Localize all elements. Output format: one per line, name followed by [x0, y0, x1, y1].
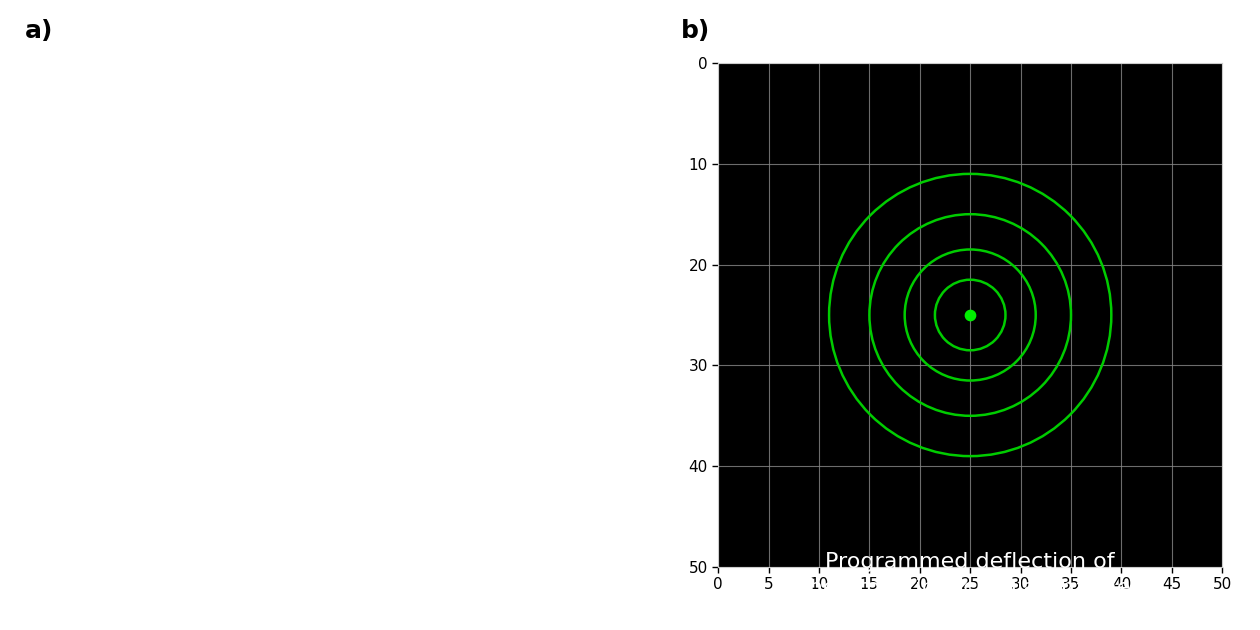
Circle shape [301, 256, 319, 275]
Circle shape [423, 284, 441, 303]
Circle shape [352, 241, 357, 246]
Circle shape [360, 333, 370, 343]
Circle shape [403, 398, 438, 433]
Circle shape [449, 371, 460, 382]
Point [960, 310, 980, 320]
Circle shape [438, 362, 469, 392]
Circle shape [278, 234, 286, 242]
Circle shape [282, 371, 315, 404]
Circle shape [247, 341, 262, 357]
Circle shape [323, 412, 341, 430]
Circle shape [445, 367, 464, 386]
Circle shape [266, 300, 276, 310]
Circle shape [475, 430, 478, 434]
Circle shape [367, 433, 387, 453]
Circle shape [312, 294, 347, 327]
Circle shape [345, 472, 353, 481]
Circle shape [236, 414, 239, 417]
Circle shape [234, 411, 242, 420]
Circle shape [292, 382, 305, 394]
Text: b): b) [680, 19, 709, 43]
Circle shape [301, 282, 357, 338]
Text: [211]: [211] [567, 72, 615, 90]
Circle shape [281, 236, 284, 240]
Circle shape [388, 238, 421, 272]
Text: Programmed deflection of
the probe in a circular manner: Programmed deflection of the probe in a … [800, 552, 1140, 598]
Circle shape [370, 437, 383, 449]
Circle shape [410, 404, 432, 427]
Circle shape [296, 385, 301, 391]
Circle shape [392, 357, 411, 375]
Circle shape [263, 296, 280, 313]
Circle shape [447, 236, 450, 240]
Circle shape [387, 351, 416, 381]
Circle shape [417, 278, 447, 309]
Circle shape [426, 288, 437, 299]
Circle shape [418, 413, 423, 418]
Circle shape [335, 307, 396, 369]
Circle shape [430, 291, 435, 296]
Circle shape [374, 440, 379, 446]
Circle shape [336, 226, 372, 261]
Text: a): a) [25, 19, 54, 43]
Circle shape [381, 198, 384, 201]
Text: 20 1/nm: 20 1/nm [139, 507, 227, 527]
Circle shape [252, 347, 257, 351]
Circle shape [307, 263, 312, 268]
Circle shape [445, 234, 452, 242]
Circle shape [232, 409, 244, 422]
Circle shape [343, 470, 355, 483]
Circle shape [268, 302, 273, 307]
Circle shape [394, 245, 415, 265]
Circle shape [289, 378, 309, 398]
Circle shape [276, 231, 289, 245]
Circle shape [318, 406, 348, 437]
Circle shape [348, 238, 360, 250]
Circle shape [295, 251, 325, 281]
Circle shape [325, 306, 334, 314]
Circle shape [330, 419, 335, 423]
Circle shape [377, 341, 426, 391]
Circle shape [472, 428, 480, 436]
Circle shape [305, 260, 315, 272]
Circle shape [375, 193, 388, 206]
Text: (Ħ13Ħ1): (Ħ13Ħ1) [297, 336, 378, 355]
Circle shape [319, 301, 339, 320]
Circle shape [257, 291, 285, 319]
Circle shape [360, 427, 393, 460]
Circle shape [344, 233, 365, 255]
Circle shape [397, 362, 406, 370]
Circle shape [470, 425, 483, 439]
Circle shape [354, 327, 377, 349]
Circle shape [346, 475, 350, 478]
Circle shape [415, 409, 427, 422]
Circle shape [402, 252, 407, 258]
Circle shape [442, 231, 455, 245]
Circle shape [398, 249, 411, 261]
Circle shape [346, 319, 384, 356]
Circle shape [451, 374, 456, 379]
Circle shape [326, 416, 338, 427]
Circle shape [378, 195, 386, 203]
Circle shape [249, 345, 260, 353]
